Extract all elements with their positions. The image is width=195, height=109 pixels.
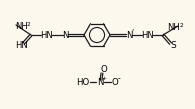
- Text: -: -: [118, 74, 120, 83]
- Text: HN: HN: [141, 31, 154, 39]
- Text: N: N: [62, 31, 68, 40]
- Text: NH: NH: [15, 21, 27, 31]
- Text: 2: 2: [180, 22, 183, 27]
- Text: NH: NH: [167, 22, 179, 32]
- Text: N: N: [126, 31, 132, 40]
- Text: HN: HN: [15, 41, 27, 49]
- Text: N: N: [97, 77, 103, 87]
- Text: HN: HN: [40, 31, 53, 39]
- Text: S: S: [170, 41, 176, 49]
- Text: O: O: [112, 77, 118, 87]
- Text: O: O: [101, 65, 107, 73]
- Text: ': ': [131, 29, 134, 38]
- Text: +: +: [101, 76, 106, 81]
- Text: HO: HO: [76, 77, 90, 87]
- Text: 2: 2: [27, 21, 30, 26]
